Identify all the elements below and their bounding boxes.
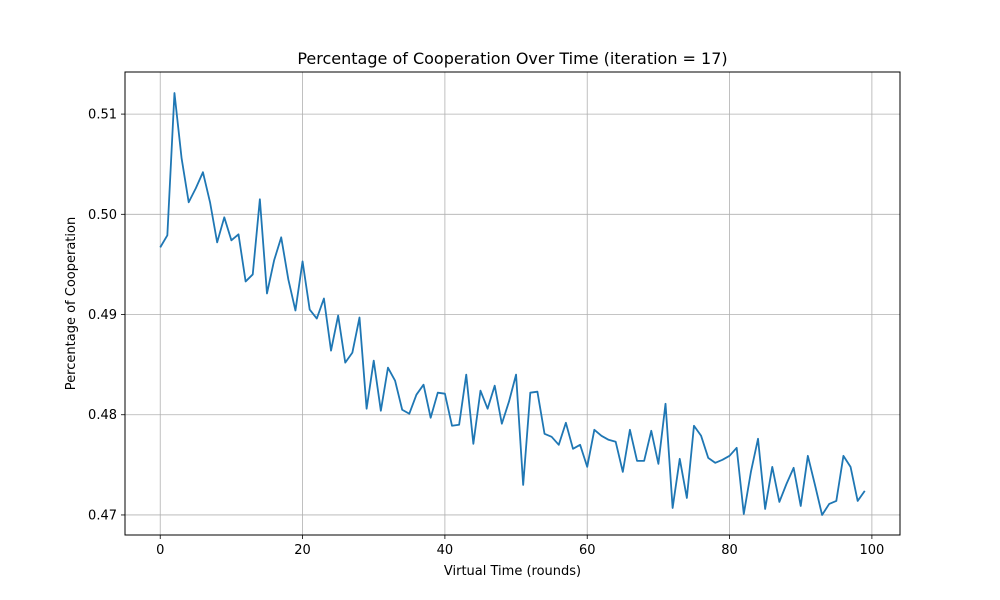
- y-tick-label: 0.47: [88, 508, 117, 523]
- chart-title: Percentage of Cooperation Over Time (ite…: [297, 49, 727, 68]
- axis-ticks: 0 20 40 60 80 100 0.47 0.48 0.49 0.50 0.51: [88, 108, 884, 558]
- x-tick-label: 40: [437, 543, 454, 558]
- y-tick-label: 0.50: [88, 208, 117, 223]
- x-tick-label: 60: [579, 543, 596, 558]
- x-tick-label: 0: [156, 543, 164, 558]
- y-tick-label: 0.51: [88, 108, 117, 123]
- y-tick-label: 0.48: [88, 408, 117, 423]
- plot-area-frame: [124, 71, 901, 536]
- grid-lines: [125, 72, 900, 535]
- y-axis-label: Percentage of Cooperation: [64, 217, 79, 390]
- x-tick-label: 80: [721, 543, 738, 558]
- x-tick-label: 100: [859, 543, 884, 558]
- data-series: [159, 92, 866, 516]
- x-axis-label: Virtual Time (rounds): [444, 564, 581, 579]
- x-tick-label: 20: [294, 543, 311, 558]
- y-tick-label: 0.49: [88, 308, 117, 323]
- series-line: [159, 92, 866, 516]
